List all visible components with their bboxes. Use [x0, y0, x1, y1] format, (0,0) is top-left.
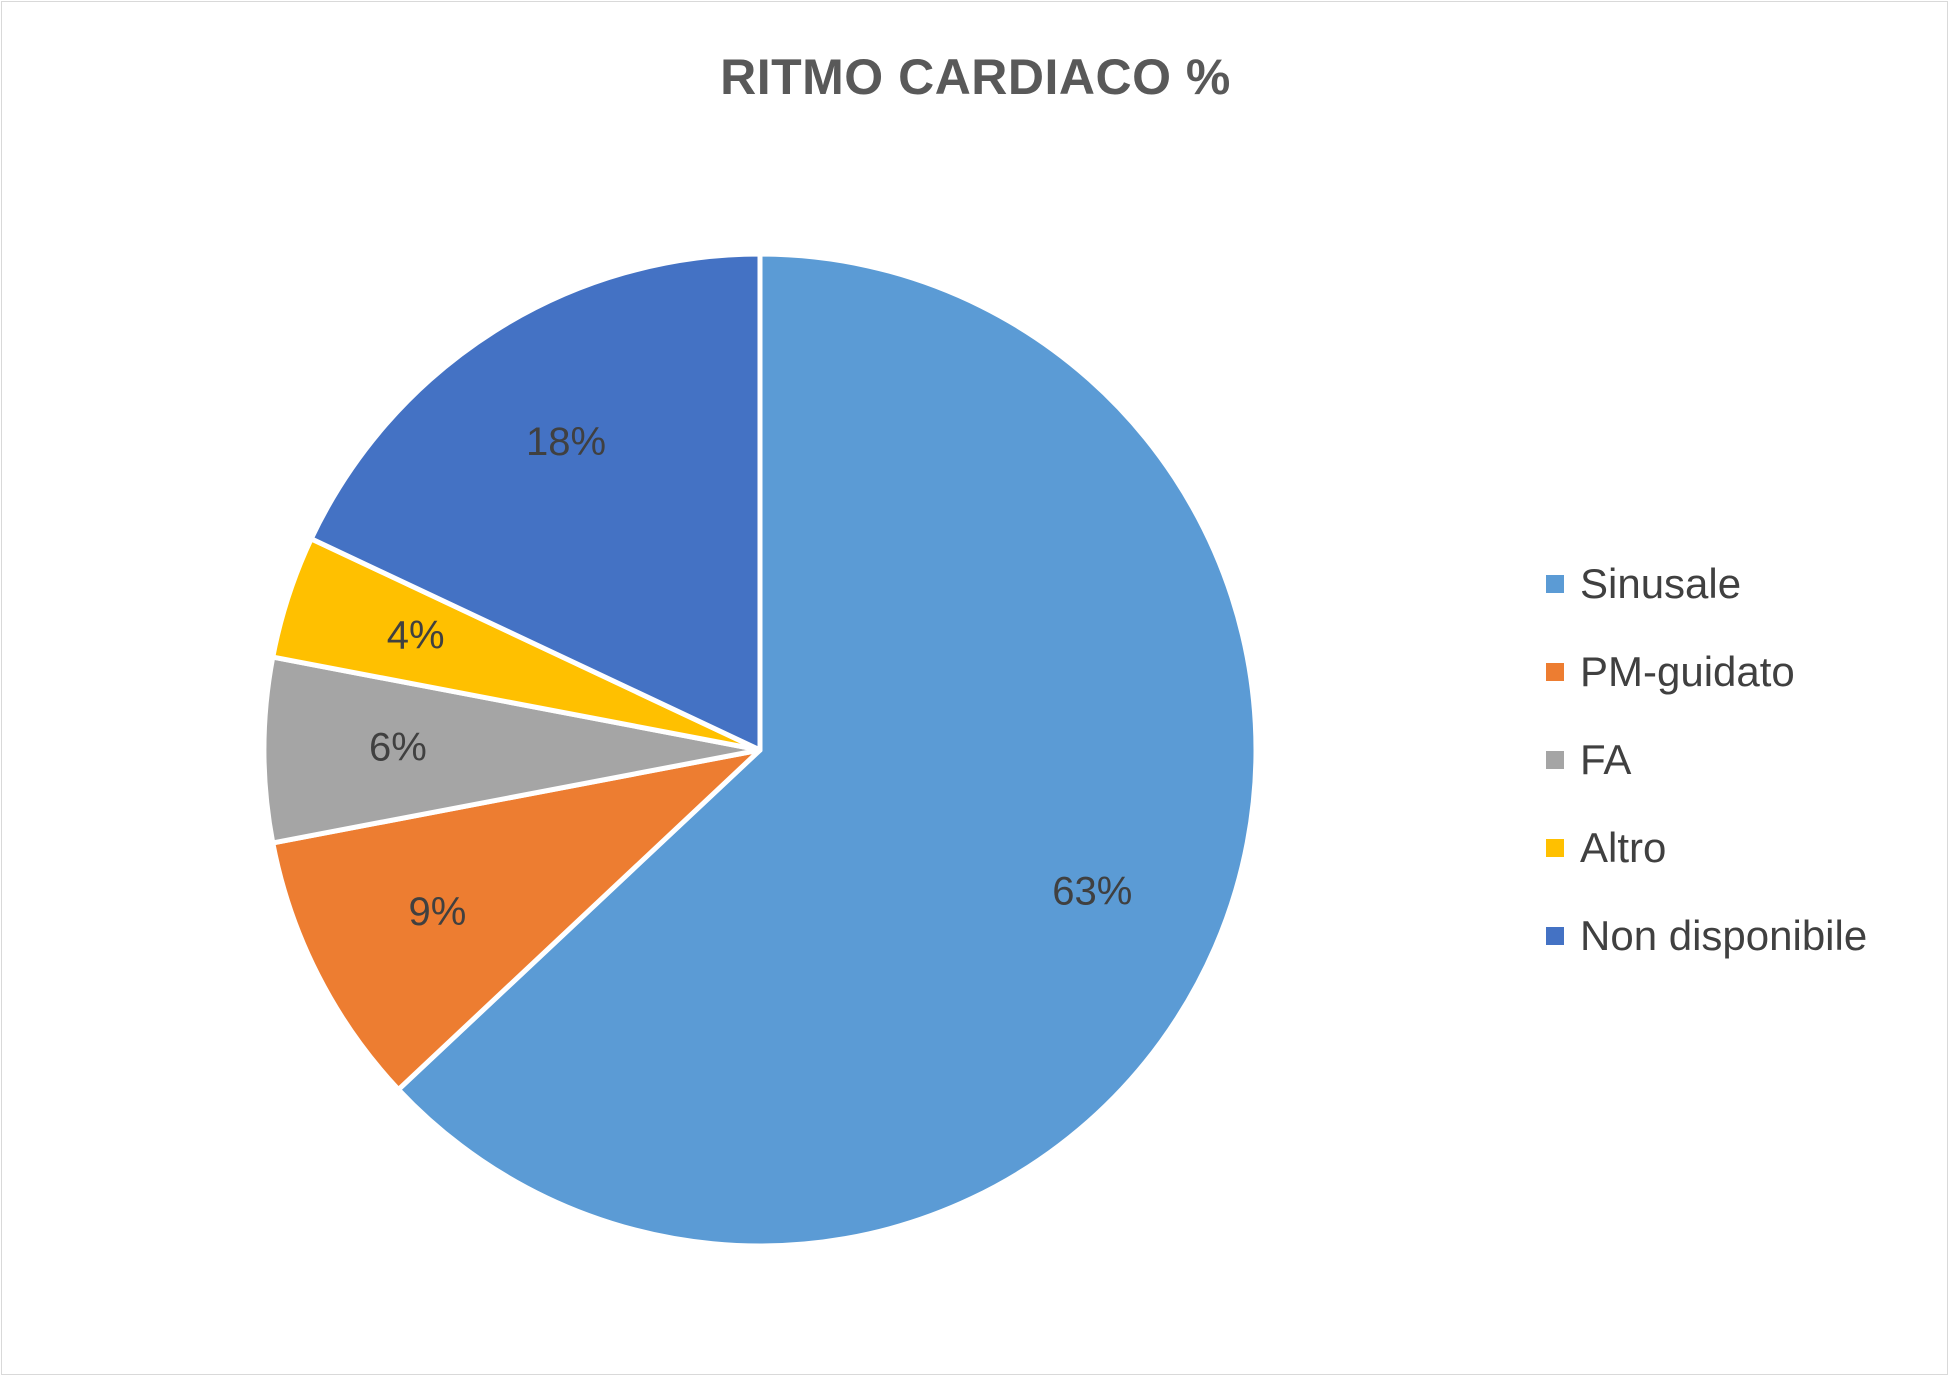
pie-slice-fa: [261, 654, 763, 846]
data-label-pm-guidato: 9%: [408, 890, 466, 934]
legend-label-fa: FA: [1580, 736, 1632, 783]
legend-label-altro: Altro: [1580, 824, 1667, 871]
legend-label-sinusale: Sinusale: [1580, 560, 1742, 607]
legend-item-altro: Altro: [1546, 804, 1867, 892]
pie-slice-sinusale: [395, 251, 1259, 1249]
legend-swatch-altro: [1546, 839, 1564, 857]
legend-label-pm-guidato: PM-guidato: [1580, 648, 1795, 695]
legend-swatch-non-disponibile: [1546, 927, 1564, 945]
legend-item-non-disponibile: Non disponibile: [1546, 892, 1867, 980]
chart-legend: Sinusale PM-guidato FA Altro Non disponibile: [1546, 540, 1867, 980]
legend-item-fa: FA: [1546, 716, 1867, 804]
pie-slice-pm-guidato: [270, 747, 763, 1093]
data-label-fa: 6%: [369, 726, 427, 770]
data-label-non-disponibile: 18%: [526, 420, 606, 464]
data-label-sinusale: 63%: [1052, 869, 1132, 913]
data-label-altro: 4%: [387, 614, 445, 658]
pie-slices: [261, 251, 1259, 1249]
pie-slice-non-disponibile: [308, 251, 763, 753]
legend-item-sinusale: Sinusale: [1546, 540, 1867, 628]
legend-swatch-pm-guidato: [1546, 663, 1564, 681]
legend-swatch-fa: [1546, 751, 1564, 769]
pie-data-labels: 63% 9% 6% 4% 18%: [369, 420, 1132, 934]
legend-swatch-sinusale: [1546, 575, 1564, 593]
chart-title: RITMO CARDIACO %: [720, 49, 1231, 105]
legend-label-non-disponibile: Non disponibile: [1580, 912, 1868, 959]
legend-item-pm-guidato: PM-guidato: [1546, 628, 1867, 716]
